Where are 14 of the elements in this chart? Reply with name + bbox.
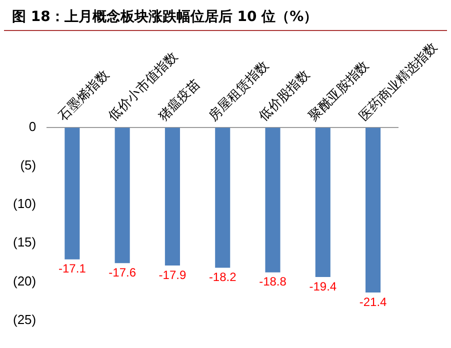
data-label: -17.1	[58, 262, 86, 276]
y-tick-label: (10)	[12, 196, 36, 212]
data-label: -19.4	[309, 279, 337, 294]
data-label: -21.4	[359, 294, 388, 309]
data-label: -17.9	[158, 268, 186, 282]
data-label: -18.2	[208, 270, 237, 284]
y-tick-label: (25)	[12, 312, 36, 327]
y-tick-label: (20)	[12, 273, 36, 288]
y-tick-label: (5)	[20, 158, 36, 173]
data-label: -18.8	[259, 274, 287, 289]
data-label: -17.6	[108, 265, 136, 280]
y-tick-label: (15)	[12, 234, 36, 250]
chart-title: 图 18：上月概念板块涨跌幅位居后 10 位（%）	[4, 0, 447, 31]
y-tick-label: 0	[28, 119, 36, 134]
